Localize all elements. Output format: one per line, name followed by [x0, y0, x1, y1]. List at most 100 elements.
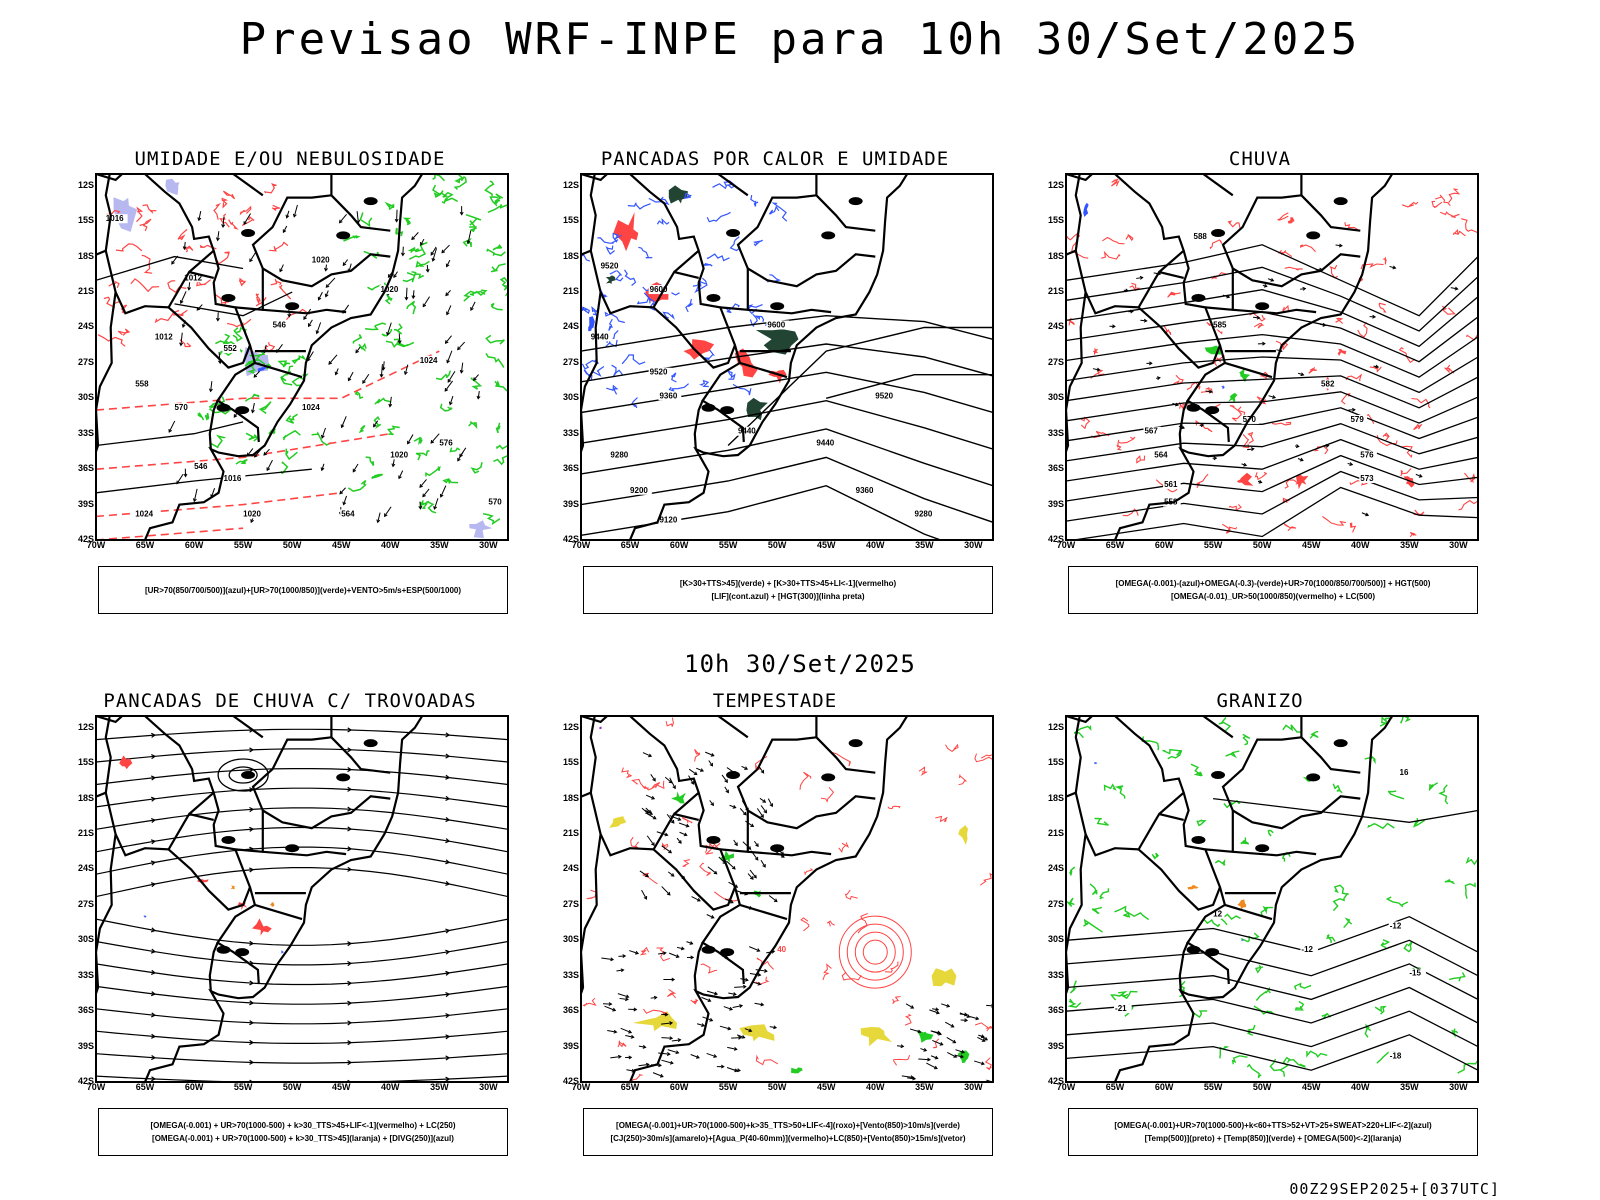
border-line [1074, 250, 1184, 315]
temp-850-contour [1255, 986, 1271, 1001]
wind-vector [617, 993, 629, 998]
longitude-label: 65W [620, 1082, 640, 1092]
thickness-contour [222, 190, 236, 200]
low-level-moisture-contour [485, 353, 505, 368]
low-level-moisture-contour [463, 290, 486, 302]
contour-label-bg [1359, 473, 1377, 483]
wind-arrow [419, 479, 427, 488]
longitude-label: 40W [866, 1082, 885, 1092]
border-line [581, 174, 745, 443]
contour-label-bg [776, 945, 789, 955]
lifted-index-contour [627, 202, 651, 210]
lifted-index-contour [683, 192, 692, 199]
wind-vector [763, 968, 768, 973]
wind-arrow [179, 342, 184, 347]
wind-vector [946, 1003, 951, 1008]
border-line [693, 400, 704, 450]
wind-arrow [422, 493, 426, 498]
low-level-moisture-contour [285, 413, 299, 424]
thickness-contour [269, 241, 289, 252]
border-line [1232, 795, 1361, 830]
wind-arrow [340, 424, 345, 429]
wind-vector [680, 946, 685, 951]
low-level-moisture-contour [490, 302, 503, 311]
wind-arrow [440, 485, 447, 498]
precip-water-contour [822, 963, 832, 981]
wind-vector [768, 895, 778, 902]
wind-vector [734, 1068, 739, 1073]
contour-label-bg [418, 355, 442, 365]
latitude-label: 24S [562, 321, 579, 332]
precip-water-contour [631, 1074, 643, 1082]
streamline [96, 918, 508, 946]
border-line [736, 194, 817, 269]
border-line [225, 716, 264, 739]
contour-label: 558 [135, 380, 149, 389]
contour-label-bg [658, 515, 682, 525]
height-300-contour [581, 456, 993, 523]
precip-water-contour [984, 1057, 992, 1071]
low-level-moisture-contour [371, 473, 383, 480]
map-background [96, 716, 508, 1082]
lifted-index-contour [612, 232, 622, 243]
wind-vector [625, 994, 630, 999]
low-level-moisture-contour [358, 424, 366, 434]
temp-500-contour [1066, 963, 1478, 1001]
rain-contour [1122, 508, 1139, 517]
wind-vector [728, 992, 736, 996]
streamline [96, 1008, 508, 1025]
height-500-contour [1066, 375, 1478, 409]
streamline-arrowhead [1272, 395, 1277, 399]
low-level-moisture-contour [285, 448, 298, 461]
rain-moderate-area [1228, 392, 1238, 403]
wind-arrow [394, 218, 399, 223]
wind-850-area [671, 791, 686, 804]
legend-line: [OMEGA(-0.01)_UR>50(1000/850)(vermelho) … [1170, 592, 1376, 601]
streamline-arrowhead [1125, 288, 1129, 293]
wind-vector [755, 969, 767, 972]
wind-arrow [324, 293, 329, 298]
legend-line: [K>30+TTS>45](verde) + [K>30+TTS>45+LI<-… [679, 579, 897, 588]
longitude-label: 55W [233, 1082, 253, 1092]
thickness-contour [141, 254, 153, 274]
precip-water-contour [582, 997, 597, 1007]
low-level-moisture-contour [441, 196, 458, 205]
wind-arrow [324, 267, 328, 272]
wind-vector [729, 804, 736, 809]
wind-vector [610, 957, 615, 962]
wind-vector [739, 1004, 744, 1009]
wind-arrow [380, 364, 383, 377]
border-line [1066, 291, 1087, 456]
low-level-moisture-contour [265, 363, 272, 370]
wind-vector [759, 797, 766, 803]
low-level-moisture-contour [406, 300, 417, 315]
rain-contour [1111, 178, 1120, 187]
wind-arrow [307, 351, 314, 361]
longitude-label: 55W [1203, 1082, 1223, 1092]
rain-contour [1344, 222, 1360, 232]
latitude-label: 12S [1047, 179, 1064, 190]
temp-850-contour [1374, 1005, 1387, 1015]
contour-label: 9440 [816, 439, 834, 448]
thickness-contour [136, 206, 144, 223]
panel-granizo: GRANIZO -12 -12 -18 -21 -15 12 16 12S 15S 18S 21S 2… [1040, 690, 1480, 1165]
border-line [96, 291, 117, 456]
wind-arrow [317, 296, 322, 301]
low-level-moisture-contour [374, 397, 392, 405]
contour-label: 9440 [738, 427, 756, 436]
precip-water-contour [666, 988, 677, 999]
lifted-index-contour [630, 397, 638, 409]
longitude-label: 65W [620, 540, 640, 550]
contour-label-bg [854, 485, 878, 495]
low-level-moisture-contour [415, 260, 430, 268]
thickness-contour [199, 244, 217, 250]
border-line [1066, 174, 1230, 443]
rain-contour [1334, 317, 1344, 324]
thickness-contour [117, 328, 131, 336]
hail-area [1093, 761, 1098, 765]
precip-water-contour [621, 767, 633, 779]
wind-arrow [398, 470, 404, 479]
contour-label: 570 [488, 498, 502, 507]
latitude-label: 33S [77, 969, 94, 980]
wind-vector [964, 1012, 968, 1017]
